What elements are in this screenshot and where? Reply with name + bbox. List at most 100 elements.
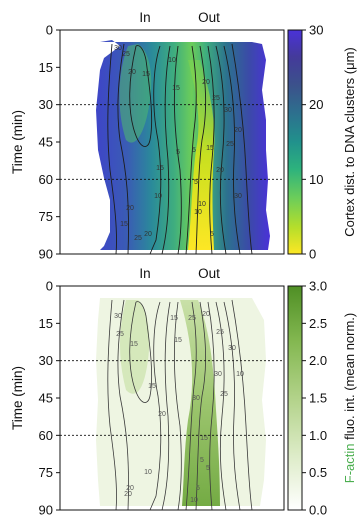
distance-contour-label: 10: [154, 193, 162, 200]
factin-contour-label: 5: [206, 465, 210, 472]
distance-contour-label: 15: [156, 165, 164, 172]
factin-contour-label: 20: [126, 485, 134, 492]
factin-top-label-in: In: [139, 266, 150, 281]
distance-y-tick-label: 90: [39, 247, 53, 262]
factin-contour-label: 30: [192, 395, 200, 402]
distance-contour-label: 20: [216, 167, 224, 174]
factin-contour-label: 25: [220, 391, 228, 398]
distance-contour-label: 20: [126, 205, 134, 212]
distance-colorbar-tick-label: 0: [309, 247, 316, 262]
factin-y-tick-label: 30: [39, 353, 53, 368]
factin-colorbar-tick-label: 0.0: [309, 503, 327, 518]
distance-contour-label: 25: [226, 141, 234, 148]
factin-y-tick-label: 90: [39, 503, 53, 518]
distance-y-tick-label: 75: [39, 209, 53, 224]
factin-y-axis: 0 15 30 45 60 75 90: [39, 279, 60, 518]
factin-contour-label: 10: [144, 469, 152, 476]
factin-colorbar-tick-label: 2.0: [309, 353, 327, 368]
distance-y-tick-label: 0: [46, 23, 53, 38]
distance-y-axis: 0 15 30 45 60 75 90: [39, 23, 60, 262]
factin-reference-lines: [60, 360, 284, 436]
distance-colorbar-ticks: 0 10 20 30: [302, 23, 323, 262]
distance-contour-label: 10: [198, 201, 206, 208]
factin-top-label-out: Out: [198, 266, 220, 281]
distance-top-label-out: Out: [198, 10, 220, 25]
factin-y-tick-label: 75: [39, 465, 53, 480]
distance-contour-label: 20: [202, 79, 210, 86]
factin-y-tick-label: 60: [39, 428, 53, 443]
distance-colorbar-tick-label: 20: [309, 97, 323, 112]
distance-contour-label: 5: [194, 179, 198, 186]
factin-contour-label: 15: [148, 383, 156, 390]
factin-contour-label: 10: [236, 371, 244, 378]
distance-contour-label: 30: [234, 193, 242, 200]
distance-contour-label: 25: [134, 235, 142, 242]
factin-y-axis-title: Time (min): [10, 366, 25, 430]
distance-contour-label: 15: [142, 71, 150, 78]
distance-contour-label: 5: [176, 149, 180, 156]
distance-contour-label: 10: [168, 57, 176, 64]
factin-colorbar: [287, 285, 303, 511]
panel-factin: 3025151515202530101520253015551020203025…: [10, 266, 357, 518]
factin-contour-label: 15: [170, 315, 178, 322]
factin-contour-label: 20: [158, 411, 166, 418]
factin-colorbar-tick-label: 0.5: [309, 465, 327, 480]
distance-colorbar-tick-label: 30: [309, 23, 323, 38]
distance-heatmap-core: [188, 60, 215, 250]
distance-contour-label: 25: [122, 51, 130, 58]
factin-colorbar-tick-label: 3.0: [309, 279, 327, 294]
distance-y-tick-label: 60: [39, 172, 53, 187]
factin-contour-labels: 3025151515202530101520253015551020203025…: [114, 311, 244, 504]
factin-y-tick-label: 0: [46, 279, 53, 294]
factin-contour-label: 30: [228, 345, 236, 352]
factin-contour-label: 15: [130, 341, 138, 348]
factin-colorbar-title-suffix: fluo. int. (mean norm.): [342, 313, 357, 444]
factin-colorbar-title: F-actin fluo. int. (mean norm.): [342, 313, 357, 484]
factin-colorbar-ticks: 0.0 0.5 1.0 1.5 2.0 2.5 3.0: [302, 279, 327, 518]
distance-colorbar: [287, 29, 303, 255]
distance-contour-label: 15: [120, 221, 128, 228]
factin-colorbar-tick-label: 1.0: [309, 428, 327, 443]
factin-contour-label: 25: [116, 331, 124, 338]
distance-contour-label: 15: [206, 145, 214, 152]
distance-contour-label: 5: [210, 231, 214, 238]
distance-contour-label: 30: [224, 107, 232, 114]
distance-colorbar-tick-label: 10: [309, 172, 323, 187]
distance-colorbar-title: Cortex dist. to DNA clusters (μm): [342, 47, 357, 237]
distance-reference-lines: [60, 104, 284, 180]
distance-contour-label: 5: [192, 147, 196, 154]
distance-y-tick-label: 45: [39, 135, 53, 150]
factin-contour-label: 5: [200, 457, 204, 464]
factin-contour-label: 15: [200, 435, 208, 442]
distance-contour-label: 30: [114, 45, 122, 52]
distance-y-axis-title: Time (min): [10, 110, 25, 174]
distance-top-label-in: In: [139, 10, 150, 25]
distance-contour-label: 20: [128, 69, 136, 76]
factin-heatmap-left-band: [120, 300, 150, 394]
distance-y-tick-label: 15: [39, 60, 53, 75]
factin-y-tick-label: 45: [39, 391, 53, 406]
factin-contour-label: 20: [124, 491, 132, 498]
factin-colorbar-title-prefix: F-actin: [342, 444, 357, 484]
distance-contours: [107, 43, 253, 254]
factin-contour-label: 25: [216, 329, 224, 336]
factin-colorbar-tick-label: 2.5: [309, 316, 327, 331]
distance-contour-label: 10: [194, 209, 202, 216]
distance-contour-label: 15: [172, 85, 180, 92]
distance-contour-label: 20: [144, 231, 152, 238]
distance-y-tick-label: 30: [39, 97, 53, 112]
factin-colorbar-tick-label: 1.5: [309, 391, 327, 406]
factin-y-tick-label: 15: [39, 316, 53, 331]
factin-contours: [107, 299, 253, 510]
factin-contour-label: 20: [202, 311, 210, 318]
factin-contour-label: 10: [190, 497, 198, 504]
distance-heatmap-left-lobe: [119, 44, 152, 143]
factin-contour-label: 30: [114, 313, 122, 320]
factin-contour-label: 5: [196, 485, 200, 492]
factin-contour-label: 30: [214, 371, 222, 378]
distance-contour-label: 20: [234, 127, 242, 134]
distance-contour-label: 25: [212, 95, 220, 102]
